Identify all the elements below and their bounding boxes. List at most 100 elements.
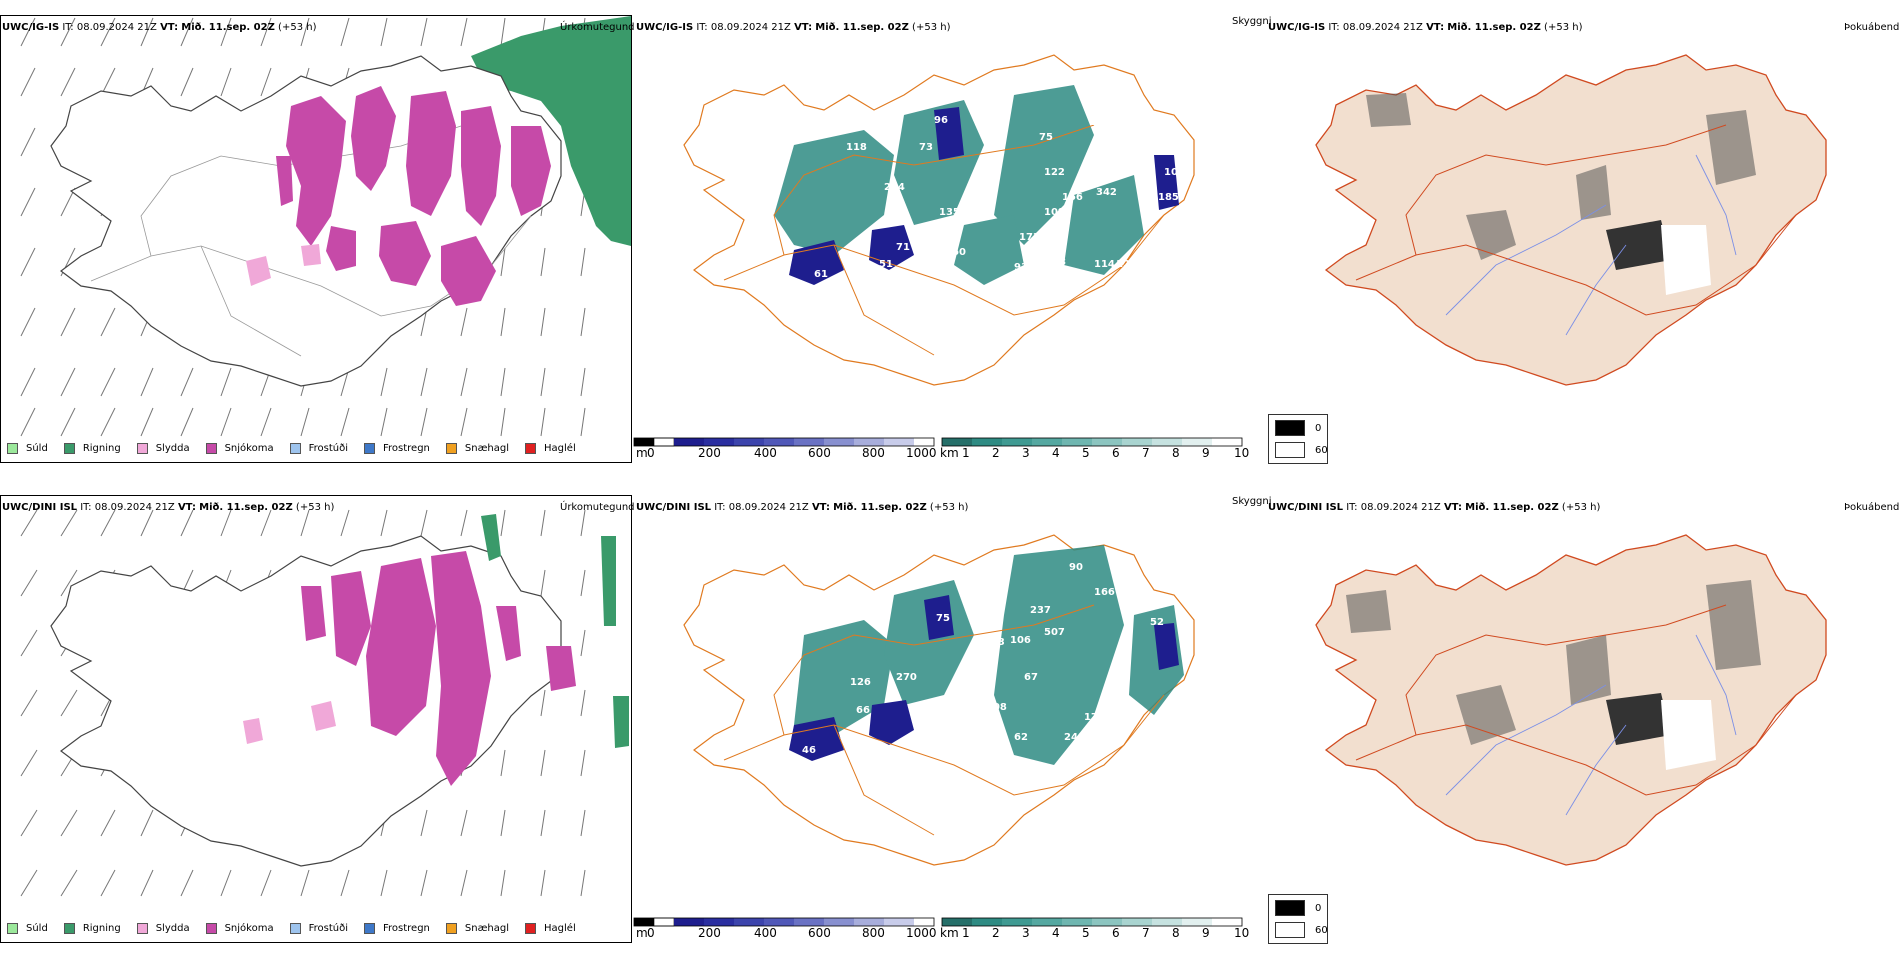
cloud-panel: 90 166 211 237 52 75 333 507 106 126 270… [634,495,1266,945]
legend-label: Súld [26,443,48,454]
legend-swatch [364,443,375,454]
colorbar-tick: 9 [1202,446,1210,460]
value-label: 204 [884,182,905,193]
ceiling-colorbar [633,917,935,927]
ceiling-colorbar [633,437,935,447]
value-labels: 96 73 118 204 300 135 71 51 61 60 98 151… [814,115,1185,280]
it-label: IT: [696,22,708,33]
precip-type-panel: Súld Rigning Slydda Snjókoma Frostúði Fr… [0,495,632,943]
vt-value: Mið. 11.sep. 02Z [1447,22,1541,33]
value-label: 126 [850,677,871,688]
legend-item: Snæhagl [445,443,510,454]
fog-shading [1366,93,1756,260]
iceland-outline [1315,54,1827,386]
value-label: 106 [1010,635,1031,646]
colorbar-tick: 1000 [906,446,937,460]
legend-item: Súld [7,443,48,454]
fog-dense [1606,220,1671,270]
it-value: 08.09.2024 21Z [1360,502,1441,513]
colorbar-tick: 4 [1052,446,1060,460]
precip-legend: Súld Rigning Slydda Snjókoma Frostúði Fr… [7,923,592,934]
value-label: 66 [856,705,870,716]
model-name: UWC/DINI ISL [636,502,712,513]
fog-panel [1266,15,1900,415]
legend-item: Súld [7,923,48,934]
it-label: IT: [714,502,726,513]
cloud-panel: 96 73 118 204 300 135 71 51 61 60 98 151… [634,15,1266,465]
colorbar-tick: 9 [1202,926,1210,940]
legend-item: Snjókoma [205,443,274,454]
fog-title: Þokuábendi [1844,22,1900,33]
legend-item: Haglél [525,443,576,454]
value-label: 114 [1094,259,1115,270]
value-label: 507 [1044,627,1065,638]
visibility-colorbar [941,437,1243,447]
sleet-areas [243,701,336,744]
colorbar-tick: 0 [647,926,655,940]
legend-label: Snæhagl [464,443,510,454]
value-label: 90 [1069,562,1083,573]
legend-swatch [7,443,18,454]
legend-item: Frostúði [289,443,348,454]
value-label: 118 [846,142,867,153]
snow-areas [276,86,551,306]
value-label: 73 [919,142,933,153]
fog-legend-row: 0 [1275,900,1321,916]
cloud-title: Skyggni [1232,16,1272,27]
it-value: 08.09.2024 21Z [1342,22,1423,33]
value-label: 342 [1096,187,1117,198]
legend-swatch [289,443,301,454]
value-label: 41 [840,732,854,743]
value-label: 248 [1064,732,1085,743]
cloud-title: Skyggni [1232,496,1272,507]
it-label: IT: [1328,22,1340,33]
value-label: 98 [974,177,988,188]
precip-type-title: Úrkomutegund [560,22,635,33]
lead-time: (+53 h) [912,22,951,33]
legend-label: Snjókoma [224,443,274,454]
value-label: 62 [1014,732,1028,743]
value-label: 173 [1019,232,1040,243]
value-label: 75 [936,613,950,624]
value-label: 46 [802,745,816,756]
legend-swatch [445,443,457,454]
legend-item: Snjókoma [205,923,274,934]
value-label: 122 [1044,167,1065,178]
it-label: IT: [80,502,92,513]
legend-item: Frostúði [289,923,348,934]
legend-swatch [364,923,375,934]
sleet-areas [246,244,321,286]
legend-swatch [445,923,457,934]
model-name: UWC/DINI ISL [2,502,78,513]
colorbars [633,917,1243,927]
value-label: 67 [1024,672,1038,683]
colorbar-tick: 7 [1142,446,1150,460]
legend-swatch [63,443,75,454]
model-name: UWC/IG-IS [636,22,694,33]
legend-swatch [7,923,18,934]
value-label: 60 [1146,137,1160,148]
colorbar-tick: 3 [1022,446,1030,460]
colorbar-tick: 8 [1172,446,1180,460]
legend-label: Frostregn [383,443,430,454]
fog-map [1315,534,1827,866]
legend-swatch [289,923,301,934]
colorbar-tick: 4 [1052,926,1060,940]
value-label: 159 [1090,117,1111,128]
value-label: 300 [884,217,905,228]
fog-legend-label: 60 [1315,924,1328,936]
fog-legend: 0 60 [1268,414,1328,464]
lead-time: (+53 h) [1561,502,1601,513]
legend-item: Rigning [63,923,121,934]
fog-legend-swatch [1275,900,1305,916]
vt-label: VT: [1426,22,1445,33]
it-value: 08.09.2024 21Z [710,22,791,33]
fog-legend-label: 60 [1315,444,1328,456]
panel-header: UWC/IG-IS IT: 08.09.2024 21Z VT: Mið. 11… [1268,22,1582,34]
legend-label: Slydda [155,923,190,934]
legend-item: Slydda [136,443,190,454]
fog-map [1315,54,1827,386]
colorbar-tick: 8 [1172,926,1180,940]
colorbar-tick: 5 [1082,446,1090,460]
colorbar-tick: 600 [808,926,831,940]
